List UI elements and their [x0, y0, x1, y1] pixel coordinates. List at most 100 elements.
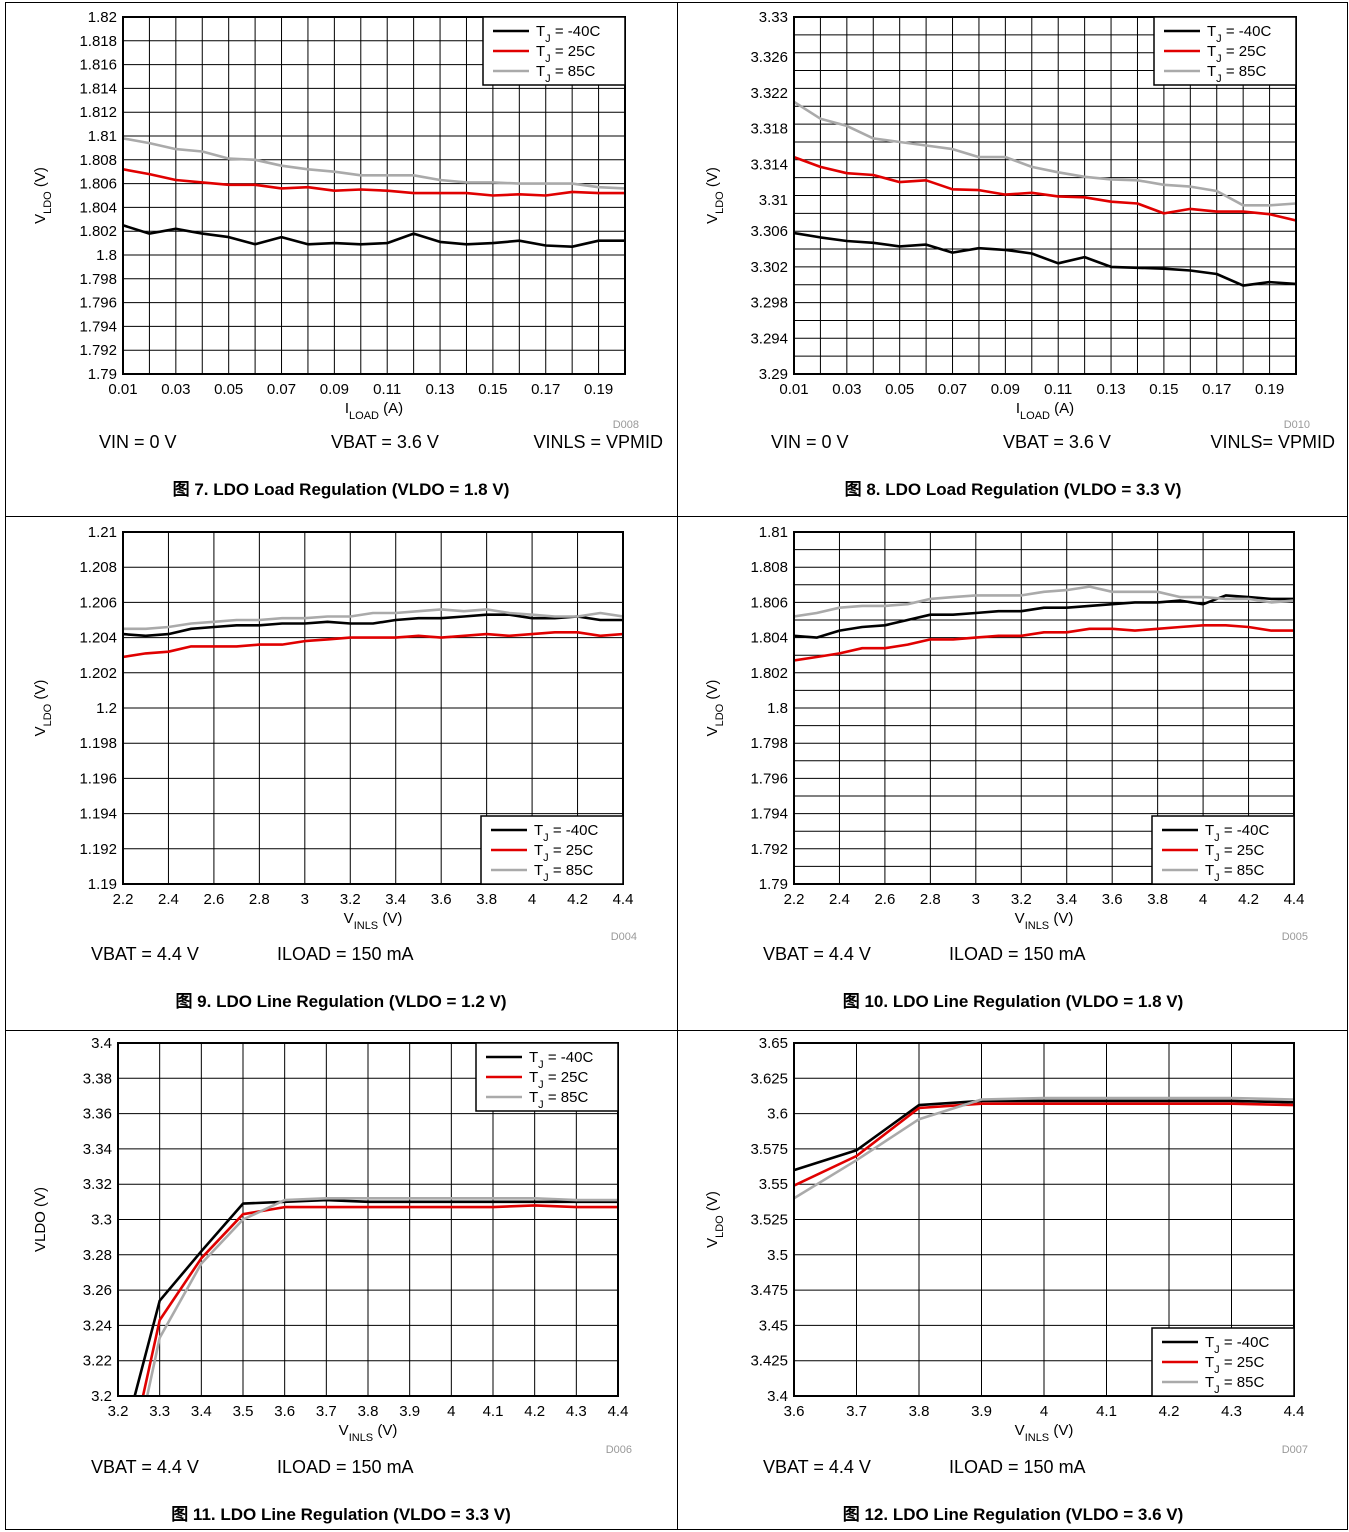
figure-caption: 图 10. LDO Line Regulation (VLDO = 1.8 V) [843, 992, 1184, 1011]
y-tick-label: 3.33 [759, 9, 788, 26]
x-tick-label: 3.6 [1102, 891, 1123, 908]
conditions: VBAT = 4.4 V ILOAD = 150 mA [763, 944, 1086, 964]
x-tick-label: 0.09 [991, 381, 1020, 398]
y-axis-label: VLDO (V) [704, 1191, 726, 1248]
y-tick-labels: 1.79 1.792 1.794 1.796 1.798 1.8 1.802 1.804 1.8… [79, 9, 117, 383]
y-tick-label: 3.475 [750, 1282, 788, 1299]
x-tick-labels: 3.2 3.3 3.4 3.5 3.6 3.7 3.8 3.9 4 4.1 4.2 4.3 4.4 [108, 1403, 629, 1420]
y-tick-label: 1.794 [750, 806, 788, 823]
condition-text: VIN = 0 V [99, 432, 177, 452]
y-tick-labels: 1.19 1.192 1.194 1.196 1.198 1.2 1.202 1.204 1.2… [79, 524, 117, 893]
x-tick-label: 4.2 [524, 1403, 545, 1420]
y-tick-label: 3.45 [759, 1317, 788, 1334]
x-tick-label: 4.4 [613, 891, 634, 908]
y-tick-labels: 3.43.4253.453.4753.53.5253.553.5753.63.6… [750, 1035, 788, 1405]
x-tick-label: 0.17 [1202, 381, 1231, 398]
series-lines [794, 102, 1296, 286]
y-tick-label: 1.204 [79, 630, 117, 647]
x-tick-label: 2.6 [203, 891, 224, 908]
x-tick-label: 2.8 [249, 891, 270, 908]
x-tick-label: 0.07 [267, 381, 296, 398]
condition-text: VBAT = 4.4 V [91, 1457, 199, 1477]
x-tick-label: 0.01 [779, 381, 808, 398]
x-tick-labels: 2.2 2.4 2.6 2.8 3 3.2 3.4 3.6 3.8 4 4.2 4.4 [113, 891, 634, 908]
condition-text: VINLS= VPMID [1210, 432, 1335, 452]
x-tick-label: 3.4 [1056, 891, 1077, 908]
legend: TJ = -40CTJ = 25CTJ = 85C [1152, 816, 1294, 884]
y-tick-label: 3.34 [83, 1141, 112, 1158]
x-tick-label: 0.13 [425, 381, 454, 398]
x-tick-label: 4.3 [1221, 1403, 1242, 1420]
x-tick-label: 0.05 [214, 381, 243, 398]
conditions: VBAT = 4.4 V ILOAD = 150 mA [91, 944, 414, 964]
series-lines [135, 1198, 618, 1396]
y-tick-label: 1.798 [750, 735, 788, 752]
y-tick-label: 1.21 [88, 524, 117, 541]
conditions: VBAT = 4.4 V ILOAD = 150 mA [763, 1457, 1086, 1477]
series-line-2 [123, 632, 623, 657]
y-tick-label: 3.298 [750, 295, 788, 312]
series-line-1 [135, 1200, 618, 1396]
x-tick-label: 0.19 [584, 381, 613, 398]
x-tick-label: 4.4 [608, 1403, 629, 1420]
x-tick-label: 4 [1199, 891, 1207, 908]
y-tick-label: 3.306 [750, 223, 788, 240]
x-tick-label: 3.2 [340, 891, 361, 908]
x-tick-label: 2.4 [158, 891, 179, 908]
y-tick-label: 3.22 [83, 1353, 112, 1370]
x-axis-label: ILOAD (A) [345, 400, 403, 422]
chart-panel-6: 3.43.4253.453.4753.53.5253.553.5753.63.6… [704, 1035, 1308, 1524]
x-tick-label: 2.4 [829, 891, 850, 908]
y-axis-label: VLDO (V) [32, 167, 54, 224]
y-tick-label: 3.326 [750, 49, 788, 66]
x-tick-labels: 3.6 3.7 3.8 3.9 4 4.1 4.2 4.3 4.4 [784, 1403, 1305, 1420]
y-tick-label: 3.5 [767, 1247, 788, 1264]
y-axis-label: VLDO (V) [32, 1187, 49, 1252]
x-tick-label: 0.03 [161, 381, 190, 398]
legend: TJ = -40CTJ = 25CTJ = 85C [1154, 17, 1296, 85]
x-tick-label: 3.9 [971, 1403, 992, 1420]
x-tick-label: 3.8 [909, 1403, 930, 1420]
x-tick-label: 3 [301, 891, 309, 908]
y-tick-labels: 3.2 3.22 3.24 3.26 3.28 3.3 3.32 3.34 3.36 3.38 3.… [83, 1035, 112, 1405]
y-tick-label: 3.28 [83, 1247, 112, 1264]
x-tick-label: 0.03 [832, 381, 861, 398]
y-tick-label: 1.206 [79, 594, 117, 611]
x-tick-label: 3.3 [149, 1403, 170, 1420]
x-axis-label: VINLS (V) [344, 910, 403, 932]
x-tick-label: 3 [972, 891, 980, 908]
condition-text: VBAT = 3.6 V [1003, 432, 1111, 452]
figure-caption: 图 11. LDO Line Regulation (VLDO = 3.3 V) [171, 1505, 511, 1524]
x-tick-label: 4.2 [1159, 1403, 1180, 1420]
y-tick-label: 3.525 [750, 1212, 788, 1229]
x-tick-label: 0.11 [373, 381, 401, 398]
y-tick-label: 3.31 [759, 192, 788, 209]
x-tick-label: 4 [447, 1403, 455, 1420]
y-tick-label: 1.794 [79, 318, 117, 335]
figure-code: D010 [1284, 419, 1310, 431]
x-tick-label: 4.2 [567, 891, 588, 908]
condition-text: ILOAD = 150 mA [277, 944, 414, 964]
x-tick-label: 2.6 [874, 891, 895, 908]
chart-panel-2: 3.293.2943.2983.3023.3063.313.3143.3183.… [704, 9, 1335, 499]
x-tick-label: 3.5 [233, 1403, 254, 1420]
y-tick-label: 1.818 [79, 33, 117, 50]
y-tick-label: 3.55 [759, 1176, 788, 1193]
y-tick-label: 1.81 [759, 524, 788, 541]
series-line-3 [794, 102, 1296, 206]
x-tick-label: 4 [1040, 1403, 1048, 1420]
y-tick-label: 3.302 [750, 259, 788, 276]
condition-text: VBAT = 3.6 V [331, 432, 439, 452]
series-lines [794, 587, 1294, 661]
x-tick-label: 4.4 [1284, 1403, 1305, 1420]
y-tick-label: 1.8 [767, 700, 788, 717]
y-tick-label: 1.812 [79, 104, 117, 121]
series-line-1 [123, 225, 625, 246]
figure-caption: 图 9. LDO Line Regulation (VLDO = 1.2 V) [175, 992, 506, 1011]
x-tick-labels: 0.01 0.03 0.05 0.07 0.09 0.11 0.13 0.15 0.17 0.19 [779, 381, 1284, 398]
y-tick-label: 3.32 [83, 1176, 112, 1193]
y-tick-label: 1.798 [79, 271, 117, 288]
conditions: VBAT = 4.4 V ILOAD = 150 mA [91, 1457, 414, 1477]
x-tick-label: 3.8 [476, 891, 497, 908]
